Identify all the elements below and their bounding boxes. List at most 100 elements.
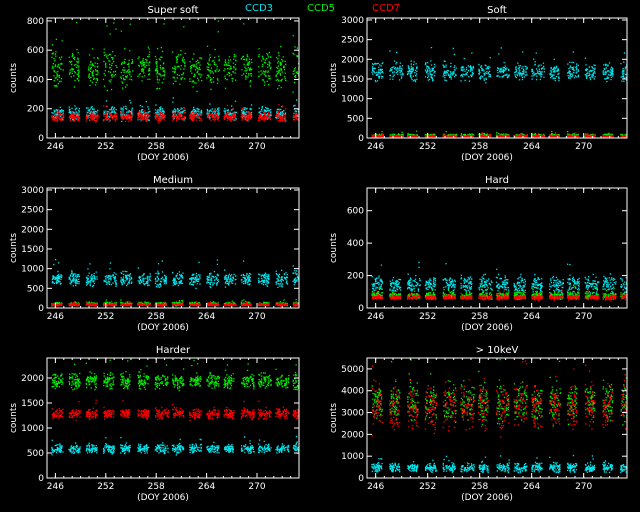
- x-tick-label: 246: [367, 482, 384, 492]
- series-ccd5: [51, 20, 299, 93]
- panel-title: Hard: [485, 175, 509, 186]
- x-tick-label: 246: [47, 482, 64, 492]
- y-axis-label: counts: [9, 63, 19, 93]
- y-tick-label: 2000: [341, 430, 364, 440]
- x-axis-label: (DOY 2006): [137, 493, 189, 503]
- y-tick-label: 0: [38, 134, 44, 144]
- series-ccd3: [371, 454, 627, 474]
- y-axis-label: counts: [9, 233, 19, 263]
- plot-frame: [366, 17, 628, 139]
- x-tick-label: 246: [47, 142, 64, 152]
- x-tick-label: 270: [248, 312, 265, 322]
- legend-ccd5: CCD5: [307, 3, 335, 14]
- x-tick-label: 246: [367, 142, 384, 152]
- points: [51, 259, 299, 290]
- panel-0: Super soft 246 252 258 264 270 0 200 400 600 800 (D…: [9, 5, 300, 163]
- y-tick-label: 0: [358, 304, 364, 314]
- x-axis-label: (DOY 2006): [461, 323, 513, 333]
- x-axis-label: (DOY 2006): [137, 153, 189, 163]
- series-ccd5: [51, 359, 299, 392]
- plot-frame: [366, 357, 628, 479]
- points: [51, 300, 299, 307]
- x-axis-label: (DOY 2006): [461, 493, 513, 503]
- points: [371, 130, 627, 138]
- x-tick-label: 258: [148, 312, 165, 322]
- series-ccd3: [51, 97, 299, 122]
- data-points: [371, 358, 627, 474]
- data-points: [371, 261, 627, 302]
- plot-frame: [46, 187, 300, 309]
- x-tick-label: 264: [198, 482, 215, 492]
- panels: Super soft 246 252 258 264 270 0 200 400 600 800 (D…: [9, 5, 628, 503]
- series-ccd3: [51, 435, 299, 456]
- y-axis-label: counts: [329, 233, 339, 263]
- x-tick-label: 264: [523, 142, 540, 152]
- y-tick-label: 1500: [341, 75, 364, 85]
- data-points: [51, 359, 299, 456]
- y-tick-label: 0: [38, 474, 44, 484]
- y-tick-label: 3000: [21, 186, 44, 196]
- y-tick-label: 600: [347, 207, 364, 217]
- y-tick-label: 500: [27, 449, 44, 459]
- series-ccd7: [371, 290, 627, 302]
- x-tick-label: 252: [419, 482, 436, 492]
- y-tick-label: 600: [27, 46, 44, 56]
- x-tick-label: 264: [523, 312, 540, 322]
- x-tick-label: 258: [148, 142, 165, 152]
- y-tick-label: 200: [27, 105, 44, 115]
- y-tick-label: 3000: [341, 16, 364, 26]
- data-points: [371, 47, 627, 138]
- y-tick-label: 5000: [341, 365, 364, 375]
- x-tick-label: 264: [198, 142, 215, 152]
- x-tick-label: 264: [198, 312, 215, 322]
- y-tick-label: 1000: [21, 265, 44, 275]
- x-tick-label: 246: [47, 312, 64, 322]
- y-axis-label: counts: [329, 403, 339, 433]
- points: [371, 47, 627, 84]
- points: [371, 261, 627, 297]
- legend-ccd7: CCD7: [372, 3, 400, 14]
- x-tick-label: 270: [248, 482, 265, 492]
- panel-4: Harder 246 252 258 264 270 0 500 1000 1500 2000 (DO…: [9, 345, 300, 503]
- x-tick-label: 258: [471, 142, 488, 152]
- x-tick-label: 252: [419, 142, 436, 152]
- panel-2: Medium 246 252 258 264 270 0 500 1000 1500 2000 250…: [9, 175, 300, 333]
- y-tick-label: 1000: [341, 95, 364, 105]
- y-tick-label: 500: [347, 114, 364, 124]
- points: [51, 399, 299, 422]
- data-points: [51, 20, 299, 124]
- points: [371, 360, 627, 438]
- panel-title: Harder: [156, 345, 191, 356]
- series-ccd7: [51, 104, 299, 124]
- points: [51, 97, 299, 122]
- series-ccd3: [371, 261, 627, 297]
- points: [371, 454, 627, 474]
- series-ccd3: [51, 259, 299, 290]
- y-tick-label: 200: [347, 272, 364, 282]
- panel-5: > 10keV 246 252 258 264 270 0 1000 2000 3000 4000 5…: [329, 345, 628, 503]
- panel-title: > 10keV: [476, 345, 519, 356]
- legend-ccd3: CCD3: [245, 3, 273, 14]
- y-tick-label: 2500: [341, 36, 364, 46]
- x-tick-label: 270: [575, 482, 592, 492]
- series-ccd5: [371, 130, 627, 138]
- series-ccd7: [371, 360, 627, 438]
- points: [51, 20, 299, 93]
- x-tick-label: 258: [471, 312, 488, 322]
- y-tick-label: 2500: [21, 206, 44, 216]
- y-tick-label: 1000: [341, 452, 364, 462]
- series-ccd7: [51, 399, 299, 422]
- panel-title: Super soft: [147, 5, 198, 16]
- y-tick-label: 500: [27, 284, 44, 294]
- y-tick-label: 400: [27, 75, 44, 85]
- series-ccd3: [371, 47, 627, 84]
- x-tick-label: 270: [248, 142, 265, 152]
- data-points: [51, 259, 299, 307]
- x-tick-label: 252: [419, 312, 436, 322]
- points: [371, 132, 627, 138]
- y-tick-label: 2000: [21, 374, 44, 384]
- x-tick-label: 252: [97, 142, 114, 152]
- y-tick-label: 2000: [341, 55, 364, 65]
- y-tick-label: 1500: [21, 399, 44, 409]
